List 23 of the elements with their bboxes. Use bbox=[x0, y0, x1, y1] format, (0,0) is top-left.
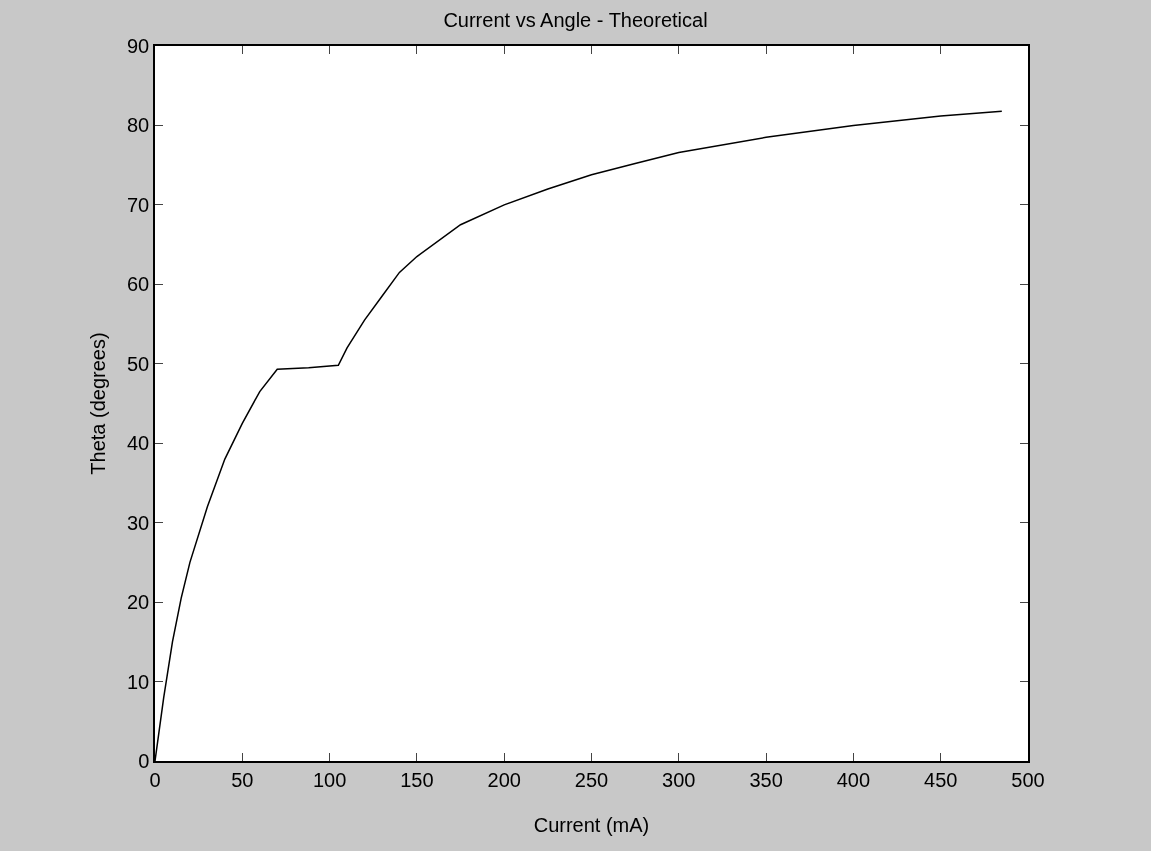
y-tick-label: 20 bbox=[127, 591, 150, 614]
y-tick-label: 70 bbox=[127, 193, 150, 216]
x-tick-label: 300 bbox=[662, 768, 696, 791]
x-tick-label: 100 bbox=[312, 768, 347, 791]
x-tick-label: 200 bbox=[487, 768, 521, 791]
chart-title: Current vs Angle - Theoretical bbox=[443, 8, 708, 31]
x-tick-label: 350 bbox=[749, 768, 783, 791]
x-tick-label: 150 bbox=[400, 768, 434, 791]
x-tick-label: 500 bbox=[1011, 768, 1045, 791]
y-tick-label: 30 bbox=[127, 511, 150, 534]
y-tick-label: 60 bbox=[127, 273, 150, 296]
x-tick-label: 50 bbox=[231, 768, 254, 791]
x-axis-title: Current (mA) bbox=[533, 813, 650, 836]
y-tick-label: 80 bbox=[127, 114, 150, 137]
y-tick-label: 40 bbox=[127, 432, 150, 455]
y-tick-label: 10 bbox=[127, 670, 150, 693]
x-tick-label: 250 bbox=[574, 768, 609, 791]
x-tick-label: 400 bbox=[836, 768, 871, 791]
y-tick-label: 50 bbox=[127, 352, 150, 375]
y-tick-label: 0 bbox=[138, 750, 150, 772]
y-axis-title: Theta (degrees) bbox=[86, 332, 109, 475]
x-tick-label: 450 bbox=[924, 768, 958, 791]
y-tick-label: 90 bbox=[127, 35, 150, 57]
